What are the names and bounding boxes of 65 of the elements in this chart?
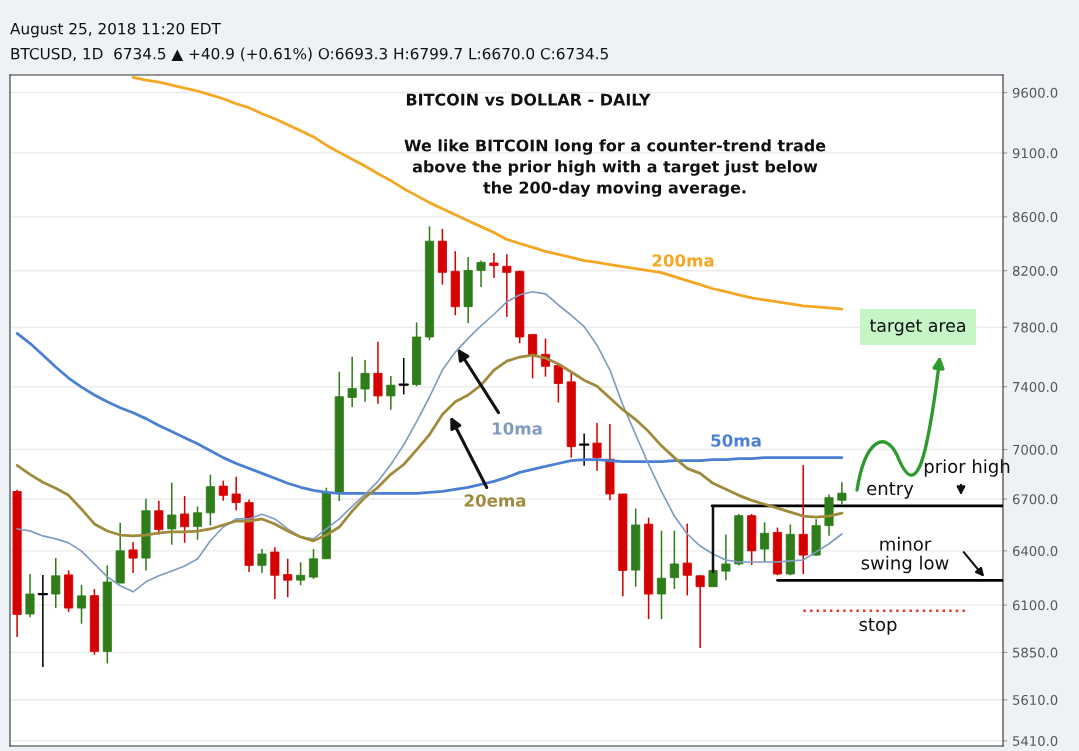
candlestick <box>128 541 138 574</box>
y-tick-label: 8200.0 <box>1012 265 1058 276</box>
candlestick <box>37 574 49 668</box>
series-label: 50ma <box>711 434 761 447</box>
candlestick <box>578 432 590 467</box>
text: BITCOIN vs DOLLAR - DAILY <box>406 93 651 106</box>
candlestick <box>798 464 808 575</box>
text: 10ma <box>492 422 542 435</box>
candlestick <box>218 479 228 502</box>
text: August 25, 2018 11:20 EDT <box>10 22 221 38</box>
y-tick-label: 9100.0 <box>1012 148 1058 159</box>
y-tick-label: 6700.0 <box>1012 494 1058 505</box>
y-tick-label: 5850.0 <box>1013 647 1058 658</box>
candlestick <box>308 548 319 580</box>
candlestick <box>837 481 847 505</box>
y-tick-label: 5410.0 <box>1013 735 1058 746</box>
candlestick <box>386 375 396 411</box>
y-tick-label: 8600.0 <box>1012 212 1058 223</box>
candlestick <box>502 253 512 318</box>
candlestick <box>760 521 770 563</box>
text: We like BITCOIN long for a counter-trend trade above the prior high with a target just below the 200-day moving average. <box>404 139 826 197</box>
candlestick <box>192 505 203 541</box>
ref-line-label: stop <box>859 618 897 635</box>
text: 20ema <box>464 494 526 507</box>
text: BTCUSD, 1D 6734.5 ▲ +40.9 (+0.61%) O:6693.3 H:6799.7 L:6670.0 C:6734.5 <box>11 47 608 62</box>
candlestick <box>25 573 35 618</box>
line-series <box>16 290 843 593</box>
candlestick <box>360 359 370 403</box>
candlestick <box>231 475 241 511</box>
y-tick-label: 7800.0 <box>1013 322 1058 333</box>
line-series <box>15 332 844 495</box>
candlestick <box>296 561 306 587</box>
candlestick <box>347 355 357 408</box>
candlestick <box>489 252 499 279</box>
candlestick <box>592 422 602 472</box>
candlestick <box>180 495 190 544</box>
candlestick <box>669 529 679 590</box>
candlestick <box>51 557 61 609</box>
y-tick-label: 7400.0 <box>1013 381 1058 392</box>
candlestick <box>154 499 164 536</box>
y-tick-label: 6400.0 <box>1012 546 1058 557</box>
y-tick-label: 7000.0 <box>1013 444 1058 455</box>
y-tick-label: 5610.0 <box>1013 694 1058 705</box>
candlestick <box>682 522 692 597</box>
candlestick <box>656 529 667 620</box>
candlestick <box>283 558 293 599</box>
candlestick <box>270 546 280 600</box>
ref-line-label: minor swing low <box>861 536 949 574</box>
candlestick <box>695 574 705 649</box>
text: prior high <box>924 459 1010 477</box>
candlestick <box>167 481 177 546</box>
y-tick-label: 9600.0 <box>1012 87 1058 98</box>
y-tick-label: 6100.0 <box>1012 600 1058 611</box>
candlestick <box>553 364 563 404</box>
candlestick <box>398 357 409 396</box>
series-label: 200ma <box>652 254 714 267</box>
text: target area <box>869 319 965 336</box>
candlestick <box>528 333 538 380</box>
line-series <box>131 75 844 311</box>
candlestick <box>721 533 731 581</box>
candlestick <box>476 259 486 288</box>
candlestick <box>373 341 383 405</box>
candlestick <box>257 548 267 574</box>
candlestick <box>76 584 87 625</box>
ref-line-label: entry <box>867 482 914 499</box>
